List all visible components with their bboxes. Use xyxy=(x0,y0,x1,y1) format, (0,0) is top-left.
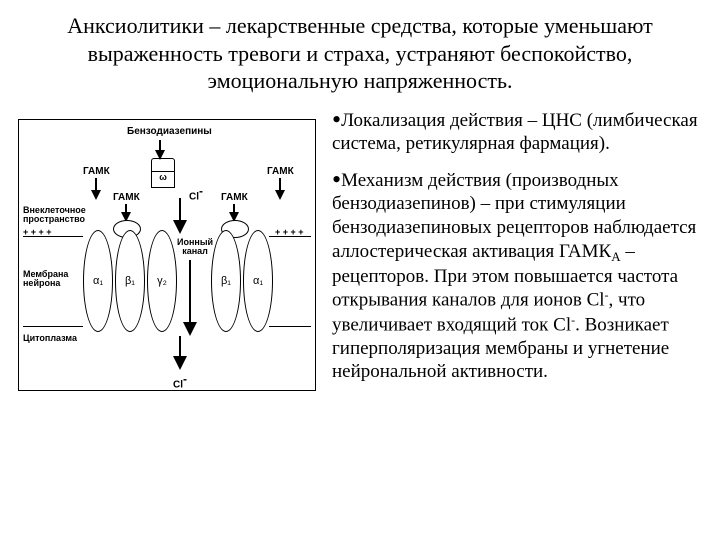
bz-receptor-box: ω xyxy=(151,158,175,188)
label-cl-bottom: Cl- xyxy=(173,372,187,390)
membrane-bottom-left xyxy=(23,326,83,327)
arrow-stem-cl-out xyxy=(179,336,181,358)
page-title: Анксиолитики – лекарственные средства, к… xyxy=(18,12,702,95)
arrow-head-g1 xyxy=(91,190,101,200)
bullet-1: •Локализация действия – ЦНС (лимбическая… xyxy=(332,109,702,157)
label-gamk-1: ГАМК xyxy=(83,166,110,177)
channel-head xyxy=(183,322,197,336)
label-ion-channel: Ионный канал xyxy=(177,238,213,258)
cl-text: Cl xyxy=(189,191,199,202)
bullet-1-lead: Локализация действия – ЦНС xyxy=(341,110,582,131)
label-gamk-3: ГАМК xyxy=(113,192,140,203)
bullet-2: •Механизм действия (производных бензодиа… xyxy=(332,170,702,384)
label-extracellular: Внеклеточное пространство xyxy=(23,206,86,226)
text-column: •Локализация действия – ЦНС (лимбическая… xyxy=(332,109,702,399)
bullet-2-sub: А xyxy=(611,249,620,264)
arrow-head-g2 xyxy=(275,190,285,200)
subunit-b1-right: β₁ xyxy=(211,230,241,332)
omega-label: ω xyxy=(152,172,174,182)
subunit-g2: γ₂ xyxy=(147,230,177,332)
label-gamk-4: ГАМК xyxy=(221,192,248,203)
arrow-stem-cl-in xyxy=(179,198,181,222)
arrow-head-cl-out xyxy=(173,356,187,370)
label-plus-left: + + + + xyxy=(23,228,52,238)
channel-stem xyxy=(189,260,191,324)
subunit-a1-right: α₁ xyxy=(243,230,273,332)
label-gamk-2: ГАМК xyxy=(267,166,294,177)
subunit-a1-left: α₁ xyxy=(83,230,113,332)
receptor-diagram: Бензодиазепины ГАМК ГАМК ГАМК ГАМК Cl- ω xyxy=(18,119,316,391)
arrow-head-cl-in xyxy=(173,220,187,234)
label-benzodiazepines: Бензодиазепины xyxy=(127,126,212,137)
label-cl-top: Cl- xyxy=(189,184,203,202)
membrane-bottom-right xyxy=(269,326,311,327)
subunit-b1-left: β₁ xyxy=(115,230,145,332)
label-cytoplasm: Цитоплазма xyxy=(23,334,77,344)
cl-sup: - xyxy=(199,184,203,198)
arrow-head-bz xyxy=(155,150,165,160)
bullet-dot-1: • xyxy=(332,105,341,134)
cl-bottom-sup: - xyxy=(183,372,187,386)
cl-bottom-text: Cl xyxy=(173,379,183,390)
diagram-column: Бензодиазепины ГАМК ГАМК ГАМК ГАМК Cl- ω xyxy=(18,109,318,399)
label-plus-right: + + + + xyxy=(275,228,304,238)
bullet-dot-2: • xyxy=(332,165,341,194)
content-row: Бензодиазепины ГАМК ГАМК ГАМК ГАМК Cl- ω xyxy=(18,109,702,399)
label-membrane: Мембрана нейрона xyxy=(23,270,68,290)
